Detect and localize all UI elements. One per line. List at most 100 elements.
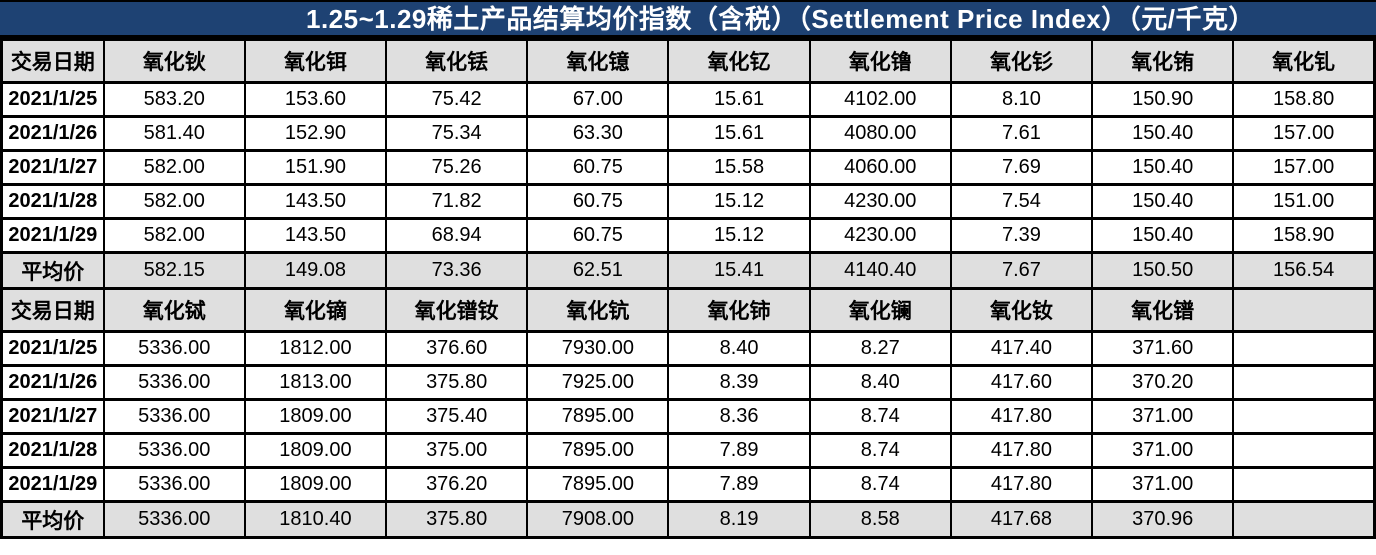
date-header-cell: 交易日期 <box>0 287 105 333</box>
product-header-cell: 氧化镧 <box>808 287 952 333</box>
price-cell: 7930.00 <box>526 330 670 367</box>
price-cell: 7895.00 <box>526 466 670 503</box>
price-cell: 8.36 <box>667 398 811 435</box>
table-row: 2021/1/28 5336.00 1809.00 375.00 7895.00 7.89… <box>0 432 1376 469</box>
date-cell: 2021/1/29 <box>0 217 105 254</box>
price-cell: 376.20 <box>385 466 529 503</box>
price-cell: 417.80 <box>949 398 1094 435</box>
price-cell <box>1232 432 1376 469</box>
price-cell: 7.69 <box>949 149 1094 186</box>
price-cell: 8.39 <box>667 364 811 401</box>
price-cell: 417.60 <box>949 364 1094 401</box>
price-cell: 8.74 <box>808 398 952 435</box>
price-cell: 15.61 <box>667 81 811 118</box>
settlement-price-table: 交易日期 氧化钬 氧化铒 氧化铥 氧化镱 氧化钇 氧化镥 氧化钐 氧化铕 氧化钆 2021/1/25… <box>0 38 1376 539</box>
average-value-cell: 417.68 <box>949 500 1094 539</box>
price-cell: 143.50 <box>243 183 388 220</box>
average-value-cell: 8.19 <box>667 500 811 539</box>
product-header-cell: 氧化钆 <box>1232 38 1376 84</box>
date-cell: 2021/1/26 <box>0 364 105 401</box>
price-cell: 15.12 <box>667 183 811 220</box>
average-row: 平均价 5336.00 1810.40 375.80 7908.00 8.19 8.58 41… <box>0 500 1376 539</box>
price-cell: 375.00 <box>385 432 529 469</box>
price-cell: 7.39 <box>949 217 1094 254</box>
price-cell <box>1232 398 1376 435</box>
product-header-cell <box>1232 287 1376 333</box>
price-cell: 158.80 <box>1232 81 1376 118</box>
date-cell: 2021/1/25 <box>0 330 105 367</box>
price-cell: 60.75 <box>526 149 670 186</box>
price-cell <box>1232 330 1376 367</box>
page-title: 1.25~1.29稀土产品结算均价指数（含税）（Settlement Price… <box>0 0 1376 38</box>
table-row: 2021/1/29 582.00 143.50 68.94 60.75 15.12 4230… <box>0 217 1376 254</box>
price-cell: 7925.00 <box>526 364 670 401</box>
price-cell: 4230.00 <box>808 217 952 254</box>
price-cell: 7.89 <box>667 432 811 469</box>
average-value-cell: 73.36 <box>385 251 529 290</box>
price-cell: 15.12 <box>667 217 811 254</box>
price-cell: 150.40 <box>1091 183 1235 220</box>
table-row: 2021/1/25 5336.00 1812.00 376.60 7930.00 8.40… <box>0 330 1376 367</box>
product-header-cell: 氧化钪 <box>526 287 670 333</box>
product-header-cell: 氧化钕 <box>949 287 1094 333</box>
date-cell: 2021/1/28 <box>0 183 105 220</box>
date-cell: 2021/1/25 <box>0 81 105 118</box>
price-cell: 157.00 <box>1232 115 1376 152</box>
price-cell: 150.90 <box>1091 81 1235 118</box>
price-cell: 4230.00 <box>808 183 952 220</box>
price-cell: 7.61 <box>949 115 1094 152</box>
price-cell: 151.00 <box>1232 183 1376 220</box>
price-cell: 150.40 <box>1091 149 1235 186</box>
price-cell: 8.40 <box>667 330 811 367</box>
price-cell: 5336.00 <box>102 364 246 401</box>
price-cell: 8.40 <box>808 364 952 401</box>
price-cell: 375.80 <box>385 364 529 401</box>
price-cell: 582.00 <box>102 183 246 220</box>
average-value-cell: 149.08 <box>243 251 388 290</box>
price-cell: 7.54 <box>949 183 1094 220</box>
price-cell: 8.27 <box>808 330 952 367</box>
price-cell: 1809.00 <box>243 432 388 469</box>
section-1-header-row: 交易日期 氧化钬 氧化铒 氧化铥 氧化镱 氧化钇 氧化镥 氧化钐 氧化铕 氧化钆 <box>0 38 1376 84</box>
price-cell: 67.00 <box>526 81 670 118</box>
price-cell: 75.26 <box>385 149 529 186</box>
price-cell: 150.40 <box>1091 115 1235 152</box>
table-row: 2021/1/26 5336.00 1813.00 375.80 7925.00 8.39… <box>0 364 1376 401</box>
price-cell: 582.00 <box>102 149 246 186</box>
product-header-cell: 氧化钇 <box>667 38 811 84</box>
price-cell: 371.00 <box>1091 398 1235 435</box>
average-value-cell: 5336.00 <box>102 500 246 539</box>
price-cell: 417.40 <box>949 330 1094 367</box>
table-row: 2021/1/27 582.00 151.90 75.26 60.75 15.58 4060… <box>0 149 1376 186</box>
average-value-cell: 7908.00 <box>526 500 670 539</box>
average-value-cell: 1810.40 <box>243 500 388 539</box>
average-label-cell: 平均价 <box>0 251 105 290</box>
price-cell: 370.20 <box>1091 364 1235 401</box>
price-cell: 153.60 <box>243 81 388 118</box>
price-cell: 71.82 <box>385 183 529 220</box>
product-header-cell: 氧化镨 <box>1091 287 1235 333</box>
price-cell: 5336.00 <box>102 466 246 503</box>
date-cell: 2021/1/29 <box>0 466 105 503</box>
price-cell: 581.40 <box>102 115 246 152</box>
price-cell: 371.00 <box>1091 432 1235 469</box>
price-cell: 75.34 <box>385 115 529 152</box>
average-value-cell: 375.80 <box>385 500 529 539</box>
product-header-cell: 氧化钬 <box>102 38 246 84</box>
product-header-cell: 氧化镨钕 <box>385 287 529 333</box>
price-cell: 15.61 <box>667 115 811 152</box>
price-cell: 371.60 <box>1091 330 1235 367</box>
price-cell: 60.75 <box>526 217 670 254</box>
table-row: 2021/1/26 581.40 152.90 75.34 63.30 15.61 4080… <box>0 115 1376 152</box>
average-value-cell: 7.67 <box>949 251 1094 290</box>
price-cell: 158.90 <box>1232 217 1376 254</box>
table-body: 交易日期 氧化钬 氧化铒 氧化铥 氧化镱 氧化钇 氧化镥 氧化钐 氧化铕 氧化钆 2021/1/25… <box>0 38 1376 539</box>
price-cell: 1809.00 <box>243 398 388 435</box>
price-cell: 1813.00 <box>243 364 388 401</box>
price-cell: 63.30 <box>526 115 670 152</box>
price-cell: 5336.00 <box>102 432 246 469</box>
price-cell: 150.40 <box>1091 217 1235 254</box>
price-cell: 143.50 <box>243 217 388 254</box>
average-value-cell: 582.15 <box>102 251 246 290</box>
average-value-cell <box>1232 500 1376 539</box>
